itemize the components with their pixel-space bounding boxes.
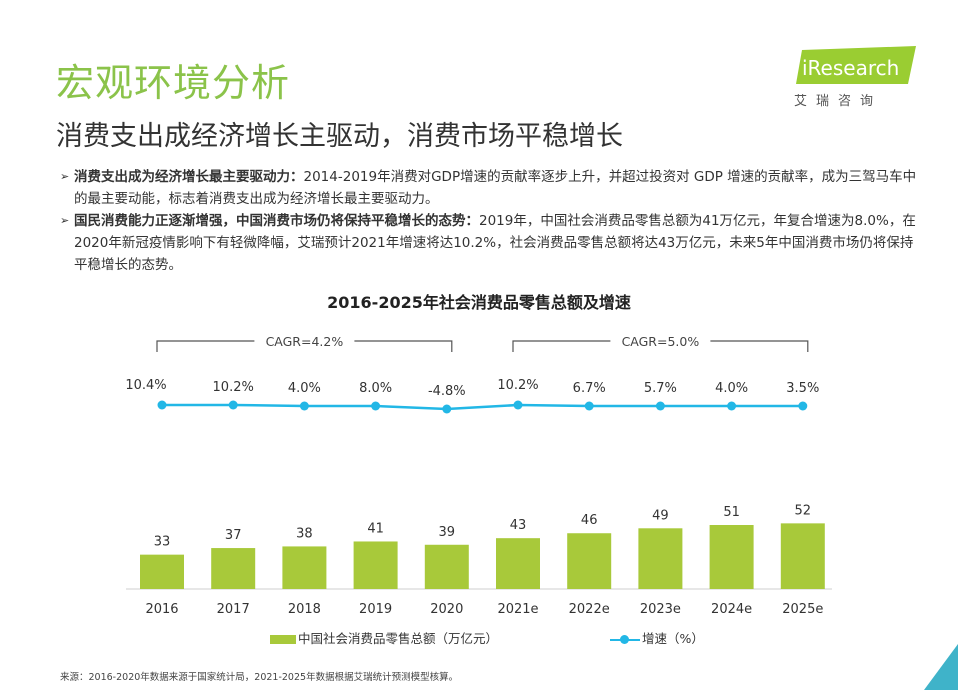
bar-label-2019: 41	[367, 521, 384, 536]
bar-label-2017: 37	[225, 528, 242, 543]
logo-text: iResearch	[802, 56, 899, 80]
source-note: 来源：2016-2020年数据来源于国家统计局，2021-2025年数据根据艾瑞…	[60, 672, 459, 683]
legend-bar-swatch	[270, 635, 296, 644]
logo-graphic: iResearch	[796, 46, 916, 84]
legend-line-label: 增速（%）	[642, 631, 704, 646]
x-tick-2020: 2020	[430, 602, 463, 617]
growth-label-2025e: 3.5%	[786, 381, 819, 396]
growth-label-2020: -4.8%	[428, 384, 466, 399]
bar-2020	[424, 544, 469, 589]
growth-point-2019	[371, 401, 381, 411]
legend-item-line: 增速（%）	[610, 628, 704, 647]
arrow-bullet-icon: ➢	[60, 170, 70, 183]
bar-label-2018: 38	[296, 526, 313, 541]
bullet-2-bold: 国民消费能力正逐渐增强，中国消费市场仍将保持平稳增长的态势：	[74, 213, 479, 229]
corner-decoration	[924, 644, 958, 690]
bullet-item-2: ➢ 国民消费能力正逐渐增强，中国消费市场仍将保持平稳增长的态势：2019年，中国…	[60, 210, 920, 276]
cagr-bracket-right-2	[710, 340, 809, 352]
cagr-label-1: CAGR=4.2%	[266, 334, 344, 349]
bar-label-2016: 33	[154, 535, 171, 550]
growth-line	[162, 403, 803, 411]
growth-label-2024e: 4.0%	[715, 381, 748, 396]
growth-point-2025e	[798, 401, 808, 411]
growth-point-2024e	[727, 401, 737, 411]
growth-point-2022e	[584, 401, 594, 411]
x-tick-2022e: 2022e	[569, 602, 610, 617]
bullet-item-1: ➢ 消费支出成为经济增长最主要驱动力：2014-2019年消费对GDP增速的贡献…	[60, 166, 920, 210]
cagr-bracket-left-1	[156, 340, 255, 352]
bar-2016	[140, 554, 184, 589]
x-tick-2021e: 2021e	[497, 602, 538, 617]
cagr-bracket-right-1	[354, 340, 453, 352]
legend-item-bar: 中国社会消费品零售总额（万亿元）	[270, 628, 498, 647]
bar-2023e	[638, 528, 683, 589]
bar-label-2021e: 43	[510, 518, 527, 533]
growth-label-2017: 10.2%	[213, 380, 254, 395]
bar-2021e	[496, 538, 540, 589]
growth-label-2019: 8.0%	[359, 381, 392, 396]
arrow-bullet-icon: ➢	[60, 214, 70, 227]
growth-point-2018	[299, 401, 309, 411]
x-tick-2018: 2018	[288, 602, 321, 617]
bar-label-2022e: 46	[581, 513, 598, 528]
bar-label-2020: 39	[439, 525, 456, 540]
cagr-bracket-left-2	[512, 340, 611, 352]
x-tick-2025e: 2025e	[782, 602, 823, 617]
bar-2019	[353, 541, 398, 589]
page-title: 宏观环境分析	[56, 61, 291, 105]
x-tick-2023e: 2023e	[640, 602, 681, 617]
bar-2017	[211, 548, 256, 589]
growth-label-2023e: 5.7%	[644, 381, 677, 396]
bar-2022e	[567, 533, 612, 589]
legend-line-swatch	[610, 634, 640, 646]
legend-bar-label: 中国社会消费品零售总额（万亿元）	[298, 631, 499, 646]
page-subtitle: 消费支出成经济增长主驱动，消费市场平稳增长	[56, 121, 623, 152]
x-tick-2019: 2019	[359, 602, 392, 617]
logo-subtitle: 艾瑞咨询	[794, 94, 883, 109]
growth-label-2018: 4.0%	[288, 381, 321, 396]
bullet-2-text: 2019年，中国社会消费品零售总额为41万亿元，年复合增速为8.0%，在2020…	[74, 213, 916, 273]
growth-label-2016: 10.4%	[125, 378, 166, 393]
growth-point-2020	[442, 404, 452, 414]
growth-point-2021e	[513, 400, 523, 410]
bar-label-2025e: 52	[795, 503, 812, 518]
x-tick-2024e: 2024e	[711, 602, 752, 617]
growth-label-2022e: 6.7%	[573, 381, 606, 396]
iresearch-logo: iResearch 艾瑞咨询	[788, 44, 918, 109]
x-tick-2017: 2017	[217, 602, 250, 617]
bullet-1-text: 2014-2019年消费对GDP增速的贡献率逐步上升，并超过投资对 GDP 增速…	[74, 169, 917, 207]
growth-point-2016	[157, 400, 167, 410]
cagr-label-2: CAGR=5.0%	[622, 334, 700, 349]
bullet-list: ➢ 消费支出成为经济增长最主要驱动力：2014-2019年消费对GDP增速的贡献…	[60, 166, 920, 276]
bar-2024e	[709, 525, 754, 589]
bar-2018	[282, 546, 327, 589]
bullet-1-bold: 消费支出成为经济增长最主要驱动力：	[74, 169, 304, 185]
growth-label-2021e: 10.2%	[497, 378, 538, 393]
growth-point-2017	[228, 400, 238, 410]
chart-title: 2016-2025年社会消费品零售总额及增速	[327, 293, 631, 312]
growth-point-2023e	[655, 401, 665, 411]
x-tick-2016: 2016	[145, 602, 178, 617]
bar-2025e	[780, 523, 825, 589]
bar-label-2023e: 49	[652, 508, 669, 523]
bar-label-2024e: 51	[723, 505, 740, 520]
